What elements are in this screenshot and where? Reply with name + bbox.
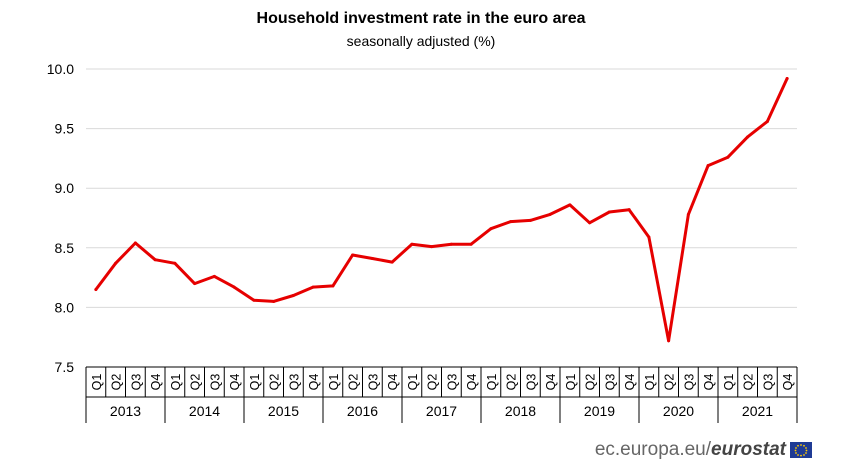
quarter-tick-label: Q3: [603, 374, 617, 391]
year-tick-label: 2019: [584, 403, 615, 419]
data-point: [528, 218, 532, 222]
quarter-tick-label: Q4: [781, 374, 795, 391]
footer-brand: eurostat: [711, 439, 786, 460]
data-point: [627, 208, 631, 212]
quarter-tick-label: Q2: [663, 374, 677, 391]
quarter-tick-label: Q2: [426, 374, 440, 391]
quarter-tick-label: Q1: [90, 374, 104, 391]
quarter-tick-label: Q2: [584, 374, 598, 391]
data-point: [667, 339, 671, 343]
data-point: [489, 227, 493, 231]
data-point: [193, 282, 197, 286]
quarter-tick-label: Q4: [623, 374, 637, 391]
data-point: [94, 288, 98, 292]
data-point: [607, 210, 611, 214]
data-point: [173, 261, 177, 265]
data-point: [686, 212, 690, 216]
data-point: [588, 221, 592, 225]
footer-site[interactable]: ec.europa.eu/: [594, 439, 712, 460]
eurostat-footer: ec.europa.eu/ eurostat: [595, 439, 812, 461]
data-point: [647, 235, 651, 239]
y-tick-label: 8.5: [55, 240, 75, 256]
quarter-tick-label: Q4: [544, 374, 558, 391]
quarter-tick-label: Q1: [169, 374, 183, 391]
year-tick-label: 2016: [347, 403, 378, 419]
quarter-tick-label: Q1: [406, 374, 420, 391]
data-point: [272, 299, 276, 303]
data-point: [232, 285, 236, 289]
data-point: [370, 257, 374, 261]
quarter-tick-label: Q2: [268, 374, 282, 391]
data-point: [114, 261, 118, 265]
quarter-tick-label: Q3: [761, 374, 775, 391]
quarter-tick-label: Q2: [110, 374, 124, 391]
quarter-tick-label: Q2: [742, 374, 756, 391]
quarter-tick-label: Q1: [564, 374, 578, 391]
data-point: [785, 77, 789, 81]
data-point: [291, 293, 295, 297]
data-point: [133, 241, 137, 245]
quarter-tick-label: Q2: [189, 374, 203, 391]
data-point: [331, 284, 335, 288]
quarter-tick-label: Q4: [702, 374, 716, 391]
quarter-tick-label: Q4: [307, 374, 321, 391]
quarter-tick-label: Q1: [643, 374, 657, 391]
quarter-tick-label: Q1: [248, 374, 262, 391]
chart-subtitle: seasonally adjusted (%): [346, 33, 496, 49]
data-point: [430, 245, 434, 249]
data-point: [351, 253, 355, 257]
data-point: [311, 285, 315, 289]
data-point: [548, 212, 552, 216]
quarter-tick-label: Q1: [722, 374, 736, 391]
data-point: [410, 242, 414, 246]
y-tick-label: 7.5: [55, 359, 75, 375]
data-point: [390, 260, 394, 264]
quarter-tick-label: Q4: [228, 374, 242, 391]
quarter-tick-label: Q3: [682, 374, 696, 391]
quarter-tick-label: Q2: [347, 374, 361, 391]
quarter-tick-label: Q3: [366, 374, 380, 391]
data-point: [153, 258, 157, 262]
quarter-tick-label: Q3: [287, 374, 301, 391]
quarter-tick-label: Q2: [505, 374, 519, 391]
data-point: [252, 298, 256, 302]
year-tick-label: 2020: [663, 403, 694, 419]
data-point: [726, 155, 730, 159]
year-tick-label: 2018: [505, 403, 536, 419]
quarter-tick-label: Q3: [129, 374, 143, 391]
year-tick-label: 2021: [742, 403, 773, 419]
quarter-tick-label: Q4: [465, 374, 479, 391]
quarter-tick-label: Q3: [208, 374, 222, 391]
year-tick-label: 2015: [268, 403, 299, 419]
quarter-tick-label: Q1: [327, 374, 341, 391]
quarter-tick-label: Q4: [386, 374, 400, 391]
year-tick-label: 2013: [110, 403, 141, 419]
data-point: [449, 242, 453, 246]
year-tick-label: 2017: [426, 403, 457, 419]
series-line: [94, 77, 789, 343]
data-point: [746, 135, 750, 139]
y-tick-label: 9.5: [55, 121, 75, 137]
data-point: [469, 242, 473, 246]
data-point: [706, 164, 710, 168]
y-tick-label: 8.0: [55, 299, 75, 315]
y-tick-label: 10.0: [47, 61, 74, 77]
quarter-tick-label: Q3: [524, 374, 538, 391]
year-tick-label: 2014: [189, 403, 220, 419]
data-point: [765, 119, 769, 123]
y-tick-label: 9.0: [55, 180, 75, 196]
quarter-tick-label: Q4: [149, 374, 163, 391]
chart-title: Household investment rate in the euro ar…: [256, 10, 586, 27]
quarter-tick-label: Q1: [485, 374, 499, 391]
eu-flag-icon: [790, 442, 812, 458]
data-point: [568, 203, 572, 207]
data-point: [212, 274, 216, 278]
data-point: [509, 220, 513, 224]
quarter-tick-label: Q3: [445, 374, 459, 391]
